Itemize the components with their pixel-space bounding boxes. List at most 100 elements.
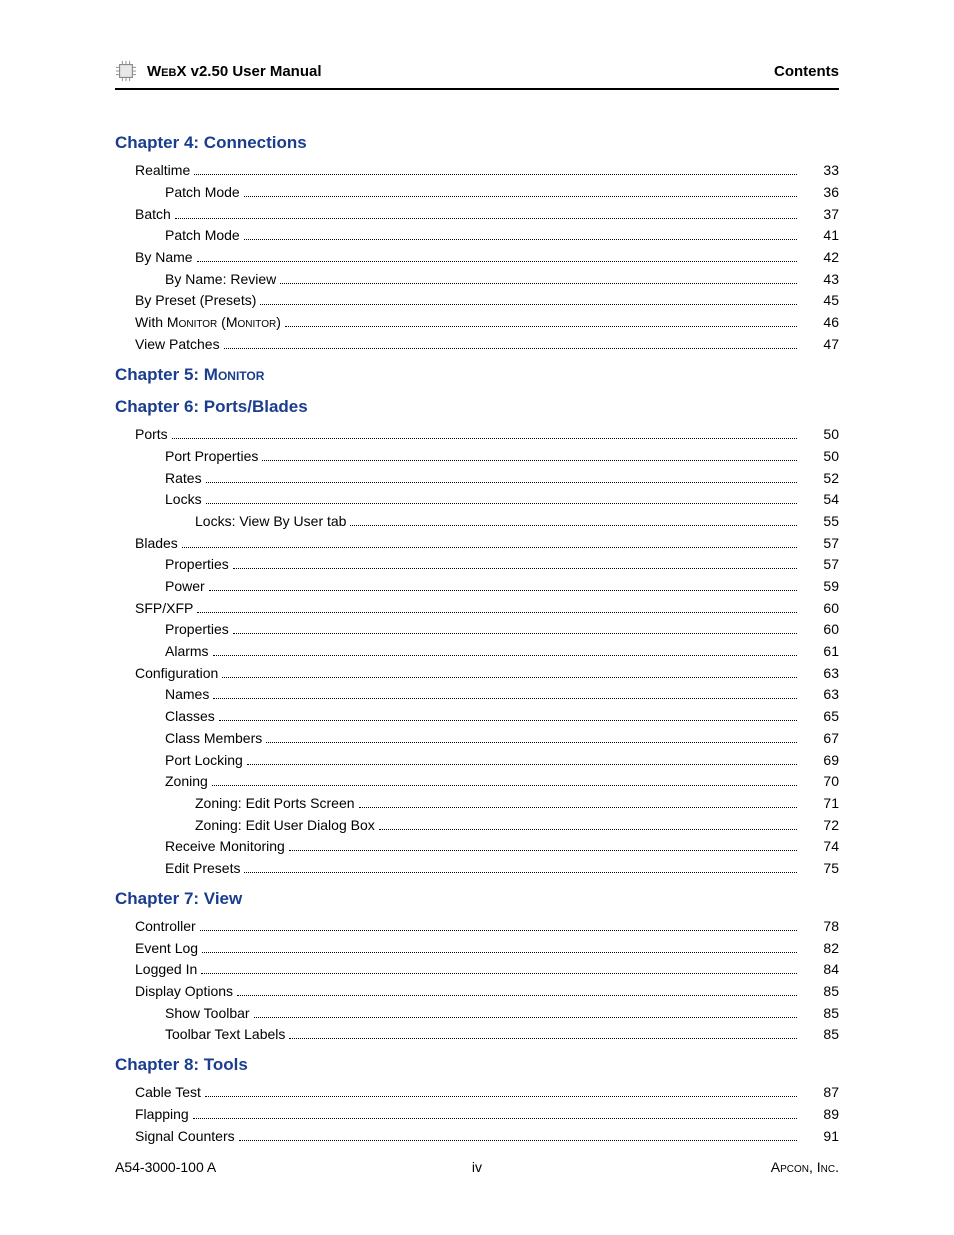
toc-label: Rates: [165, 468, 202, 490]
toc-entry: Receive Monitoring74: [115, 836, 839, 858]
toc-page: 71: [811, 793, 839, 815]
toc-page: 67: [811, 728, 839, 750]
toc-entry: Zoning70: [115, 771, 839, 793]
toc-entry: Edit Presets 75: [115, 858, 839, 880]
toc-leader: [212, 785, 797, 786]
toc-page: 41: [811, 225, 839, 247]
toc-leader: [247, 764, 797, 765]
toc-label: Configuration: [135, 663, 218, 685]
document-page: WebX v2.50 User Manual Contents Chapter …: [0, 0, 954, 1235]
toc-page: 85: [811, 1003, 839, 1025]
toc-entry: Blades57: [115, 533, 839, 555]
toc-entry: Properties57: [115, 554, 839, 576]
toc-entry: With Monitor (Monitor) 46: [115, 312, 839, 334]
toc-page: 75: [811, 858, 839, 880]
toc-entry: Patch Mode41: [115, 225, 839, 247]
toc-page: 89: [811, 1104, 839, 1126]
header-title: WebX v2.50 User Manual: [147, 63, 774, 80]
toc-leader: [222, 677, 797, 678]
toc-entry: Realtime33: [115, 160, 839, 182]
toc-entry: Port Properties 50: [115, 446, 839, 468]
toc-label: Edit Presets: [165, 858, 240, 880]
toc-label: Flapping: [135, 1104, 189, 1126]
toc-leader: [194, 174, 797, 175]
toc-entry: Class Members 67: [115, 728, 839, 750]
toc-label: By Preset (Presets): [135, 290, 256, 312]
toc-page: 72: [811, 815, 839, 837]
toc-entry: Event Log82: [115, 938, 839, 960]
toc-label: Class Members: [165, 728, 262, 750]
toc-leader: [224, 348, 797, 349]
toc-leader: [244, 239, 797, 240]
toc-leader: [280, 283, 797, 284]
toc-entry: Controller78: [115, 916, 839, 938]
toc-page: 63: [811, 663, 839, 685]
toc-leader: [262, 460, 797, 461]
toc-label: Locks: [165, 489, 202, 511]
toc-leader: [197, 261, 797, 262]
toc-entry: SFP/XFP60: [115, 598, 839, 620]
toc-label: Show Toolbar: [165, 1003, 250, 1025]
toc-entry: Zoning: Edit Ports Screen 71: [115, 793, 839, 815]
toc-entry: By Name42: [115, 247, 839, 269]
toc-leader: [233, 568, 797, 569]
toc-entry: Names63: [115, 684, 839, 706]
toc-page: 50: [811, 446, 839, 468]
toc-page: 84: [811, 959, 839, 981]
toc-page: 37: [811, 204, 839, 226]
toc-label: Ports: [135, 424, 168, 446]
toc-entry: By Preset (Presets) 45: [115, 290, 839, 312]
toc-page: 50: [811, 424, 839, 446]
toc-entry: Locks: View By User tab 55: [115, 511, 839, 533]
toc-leader: [289, 850, 797, 851]
toc-label: Display Options: [135, 981, 233, 1003]
toc-page: 55: [811, 511, 839, 533]
toc-entry: By Name: Review43: [115, 269, 839, 291]
toc-leader: [206, 482, 797, 483]
toc-page: 60: [811, 598, 839, 620]
toc-page: 65: [811, 706, 839, 728]
chip-icon: [115, 60, 137, 82]
toc-leader: [200, 930, 797, 931]
toc-page: 57: [811, 533, 839, 555]
toc-label: Locks: View By User tab: [195, 511, 346, 533]
toc-label: Signal Counters: [135, 1126, 235, 1148]
toc-page: 63: [811, 684, 839, 706]
toc-leader: [237, 995, 797, 996]
toc-page: 45: [811, 290, 839, 312]
toc-leader: [206, 503, 797, 504]
toc-page: 33: [811, 160, 839, 182]
toc-entry: Show Toolbar 85: [115, 1003, 839, 1025]
toc-label: View Patches: [135, 334, 220, 356]
page-footer: A54-3000-100 A iv Apcon, Inc.: [115, 1159, 839, 1175]
toc-label: Zoning: Edit Ports Screen: [195, 793, 355, 815]
toc-label: Event Log: [135, 938, 198, 960]
toc-page: 57: [811, 554, 839, 576]
page-header: WebX v2.50 User Manual Contents: [115, 60, 839, 90]
toc-entry: Configuration 63: [115, 663, 839, 685]
toc-leader: [175, 218, 797, 219]
toc-leader: [350, 525, 797, 526]
toc-label: Zoning: [165, 771, 208, 793]
toc-entry: Cable Test87: [115, 1082, 839, 1104]
toc-entry: Patch Mode36: [115, 182, 839, 204]
toc-entry: Display Options85: [115, 981, 839, 1003]
toc-leader: [213, 698, 797, 699]
toc-leader: [205, 1096, 797, 1097]
toc-label: With Monitor (Monitor): [135, 312, 281, 334]
toc-page: 74: [811, 836, 839, 858]
toc-entry: Properties60: [115, 619, 839, 641]
toc-entry: Signal Counters91: [115, 1126, 839, 1148]
toc-entry: Logged In 84: [115, 959, 839, 981]
toc-page: 69: [811, 750, 839, 772]
toc-page: 87: [811, 1082, 839, 1104]
toc-page: 46: [811, 312, 839, 334]
toc-label: Port Properties: [165, 446, 258, 468]
chapter-heading: Chapter 5: Monitor: [115, 362, 839, 388]
toc-label: Logged In: [135, 959, 197, 981]
toc-entry: Alarms61: [115, 641, 839, 663]
toc-page: 54: [811, 489, 839, 511]
toc-page: 85: [811, 1024, 839, 1046]
toc-entry: Toolbar Text Labels85: [115, 1024, 839, 1046]
toc-page: 78: [811, 916, 839, 938]
